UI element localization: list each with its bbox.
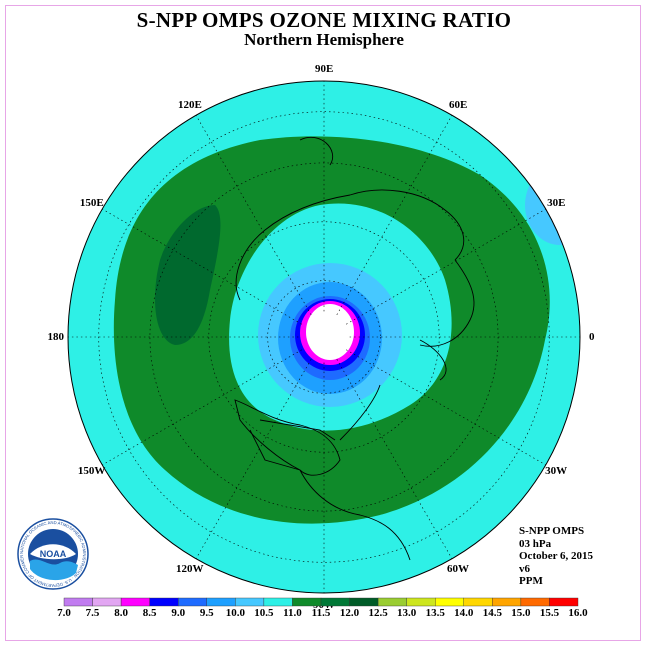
map-subtitle: Northern Hemisphere xyxy=(244,30,404,49)
color-scale-swatch xyxy=(435,597,464,607)
color-scale-tick-label: 11.0 xyxy=(283,607,302,619)
color-scale-tick-label: 12.0 xyxy=(339,607,360,619)
map-title: S-NPP OMPS OZONE MIXING RATIO xyxy=(136,8,512,32)
color-scale-tick-label: 15.5 xyxy=(539,607,560,619)
color-scale-tick-label: 8.0 xyxy=(114,607,128,619)
color-scale-tick-label: 12.5 xyxy=(368,607,388,619)
color-scale-tick-label: 7.0 xyxy=(57,607,71,619)
color-scale-tick-label: 13.5 xyxy=(425,607,445,619)
latitude-circle xyxy=(267,280,381,394)
color-scale-tick-label: 16.0 xyxy=(568,607,588,619)
logo-text: NOAA xyxy=(40,549,67,559)
color-scale-tick-label: 15.0 xyxy=(511,607,531,619)
color-scale-tick-label: 8.5 xyxy=(142,607,157,619)
color-scale-tick-label: 9.5 xyxy=(199,607,214,619)
color-scale-tick-label: 7.5 xyxy=(85,607,100,619)
info-version: v6 xyxy=(519,562,530,575)
color-scale-tick-label: 10.5 xyxy=(254,607,274,619)
ozone-band-12 xyxy=(155,205,221,345)
color-scale-swatch xyxy=(406,597,436,607)
noaa-logo: NOAA NATIONAL OCEANIC AND ATMOSPHERIC AD… xyxy=(16,517,89,590)
color-scale-swatch xyxy=(377,597,407,607)
color-scale-tick-label: 14.5 xyxy=(482,607,502,619)
longitude-label: 180 xyxy=(47,331,65,343)
product-info: S-NPP OMPS 03 hPa October 6, 2015 v6 PPM xyxy=(519,525,593,588)
color-scale-bar xyxy=(63,597,579,607)
longitude-label: 120E xyxy=(178,98,202,111)
color-scale-swatch xyxy=(463,597,493,607)
color-scale-swatch xyxy=(149,597,179,607)
longitude-label: 90E xyxy=(315,63,334,75)
color-scale-swatch xyxy=(63,597,93,607)
color-scale-tick-label: 10.0 xyxy=(225,607,245,619)
color-scale-tick-label: 13.0 xyxy=(397,607,417,619)
color-scale-swatch xyxy=(320,597,350,607)
color-scale-swatch xyxy=(349,597,379,607)
polar-low-center xyxy=(306,304,354,360)
longitude-label: 150W xyxy=(77,465,106,477)
color-scale-tick-label: 14.0 xyxy=(454,607,474,619)
longitude-label: 30W xyxy=(545,465,568,477)
color-scale-swatch xyxy=(235,597,265,607)
info-units: PPM xyxy=(519,575,543,587)
color-scale-swatch xyxy=(549,597,579,607)
color-scale-tick-label: 11.5 xyxy=(311,607,331,619)
color-scale-tick-label: 9.0 xyxy=(171,607,186,619)
page-frame xyxy=(5,5,641,641)
ozone-band-11 xyxy=(113,136,550,524)
longitude-label: 0 xyxy=(589,331,595,343)
map-boundary xyxy=(67,80,581,594)
longitude-label: 150E xyxy=(79,197,104,209)
latitude-circle xyxy=(208,221,440,453)
info-date: October 6, 2015 xyxy=(519,550,594,562)
longitude-label: 120W xyxy=(176,563,204,576)
color-scale-swatch xyxy=(292,597,322,607)
longitude-label: 60W xyxy=(447,563,469,576)
color-scale-swatch xyxy=(263,597,293,607)
color-scale-swatch xyxy=(206,597,236,607)
coastlines xyxy=(234,136,475,561)
color-scale-swatch xyxy=(92,597,122,607)
color-scale-swatch xyxy=(492,597,522,607)
color-scale-swatch xyxy=(178,597,207,607)
longitude-label: 30E xyxy=(547,197,566,209)
map-fields xyxy=(68,81,580,593)
color-scale-swatch xyxy=(120,597,150,607)
latitude-circle xyxy=(98,111,550,563)
info-level: 03 hPa xyxy=(519,537,552,550)
color-scale-swatch xyxy=(520,597,550,607)
info-instrument: S-NPP OMPS xyxy=(519,525,585,537)
longitude-label: 60E xyxy=(449,98,468,111)
graticule xyxy=(68,81,580,593)
latitude-circle xyxy=(149,162,499,512)
